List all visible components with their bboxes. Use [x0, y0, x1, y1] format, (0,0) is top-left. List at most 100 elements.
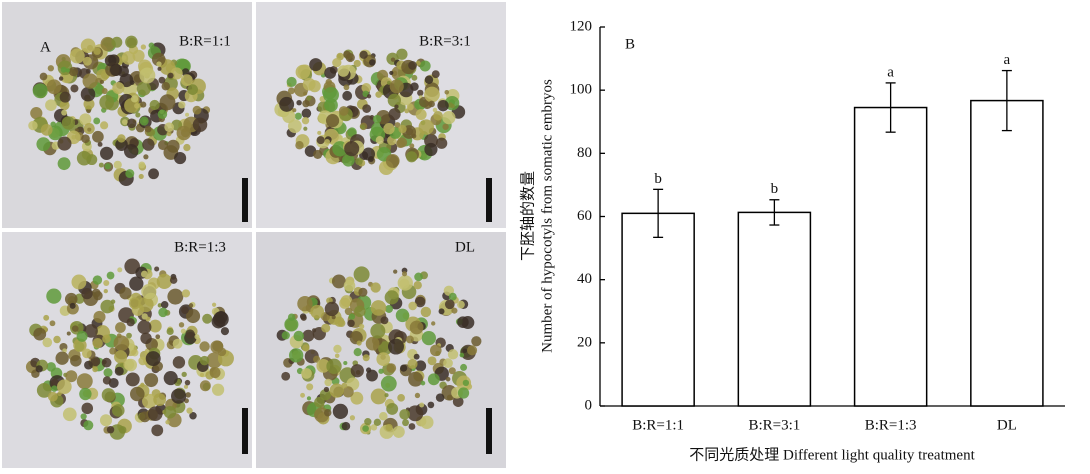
callus	[32, 83, 48, 99]
callus	[57, 136, 72, 151]
callus	[432, 107, 438, 113]
callus	[92, 275, 103, 285]
callus	[365, 336, 380, 351]
callus	[194, 334, 200, 340]
callus	[148, 319, 162, 333]
callus	[306, 396, 312, 401]
callus	[362, 104, 372, 113]
callus	[46, 79, 62, 95]
callus	[138, 356, 148, 366]
callus	[313, 149, 323, 159]
callus	[178, 101, 186, 109]
callus	[401, 271, 408, 277]
callus	[111, 36, 123, 48]
callus	[158, 76, 166, 84]
callus	[185, 112, 190, 117]
callus	[295, 64, 311, 80]
callus	[355, 157, 363, 166]
callus	[99, 79, 104, 84]
callus	[161, 81, 171, 91]
callus	[394, 122, 401, 128]
callus	[407, 358, 418, 369]
callus	[310, 304, 325, 319]
callus	[76, 330, 88, 342]
callus	[319, 389, 332, 401]
callus	[144, 125, 152, 133]
callus	[39, 72, 48, 81]
callus	[386, 363, 397, 373]
callus	[301, 368, 312, 379]
callus	[301, 116, 310, 125]
callus	[313, 355, 321, 363]
callus	[166, 139, 180, 153]
callus	[65, 68, 70, 73]
callus	[284, 317, 299, 332]
x-tick-label: B:R=3:1	[748, 417, 800, 433]
callus	[81, 287, 93, 300]
callus	[443, 358, 453, 369]
callus	[166, 327, 174, 336]
callus	[281, 331, 290, 340]
callus	[181, 371, 187, 378]
callus	[129, 297, 141, 310]
callus	[435, 137, 448, 149]
callus	[189, 412, 197, 420]
callus	[279, 96, 295, 112]
callus	[406, 103, 414, 111]
callus	[408, 371, 423, 387]
y-tick-label: 80	[577, 145, 592, 161]
photo-label: B:R=1:1	[179, 33, 231, 49]
callus	[125, 169, 135, 179]
callus	[47, 65, 55, 72]
callus	[282, 109, 296, 123]
callus	[117, 134, 126, 143]
callus	[375, 136, 384, 145]
callus	[199, 380, 211, 392]
callus	[187, 84, 198, 95]
callus	[114, 350, 128, 364]
x-axis-title: 不同光质处理 Different light quality treatment	[689, 446, 975, 463]
callus	[166, 131, 172, 137]
callus	[144, 373, 159, 388]
callus	[338, 106, 349, 116]
callus	[55, 351, 69, 365]
callus	[157, 109, 168, 120]
callus	[62, 407, 77, 422]
callus	[324, 67, 337, 79]
callus	[387, 93, 402, 107]
callus	[359, 50, 368, 59]
callus	[147, 406, 163, 422]
callus	[358, 287, 368, 297]
callus	[309, 58, 323, 72]
callus	[199, 372, 205, 377]
callus	[178, 322, 185, 328]
callus	[57, 157, 71, 171]
callus	[121, 51, 136, 65]
callus	[376, 352, 391, 366]
callus	[180, 328, 186, 334]
callus	[188, 303, 194, 308]
photo-label: B:R=3:1	[419, 33, 471, 49]
callus	[81, 402, 94, 415]
callus	[43, 314, 50, 321]
callus	[76, 373, 93, 390]
callus	[415, 108, 427, 121]
photo-label: B:R=1:3	[174, 239, 226, 255]
callus	[334, 353, 340, 359]
callus	[389, 79, 404, 94]
callus	[324, 378, 332, 387]
y-tick-label: 60	[577, 208, 592, 224]
callus	[156, 61, 162, 67]
callus	[343, 84, 350, 91]
callus	[171, 388, 187, 404]
callus	[199, 341, 210, 352]
callus	[157, 303, 163, 308]
callus	[421, 330, 436, 346]
callus	[360, 124, 366, 130]
callus	[389, 70, 394, 76]
callus	[331, 274, 346, 289]
callus	[157, 66, 162, 71]
callus	[316, 358, 331, 373]
callus	[433, 110, 443, 121]
